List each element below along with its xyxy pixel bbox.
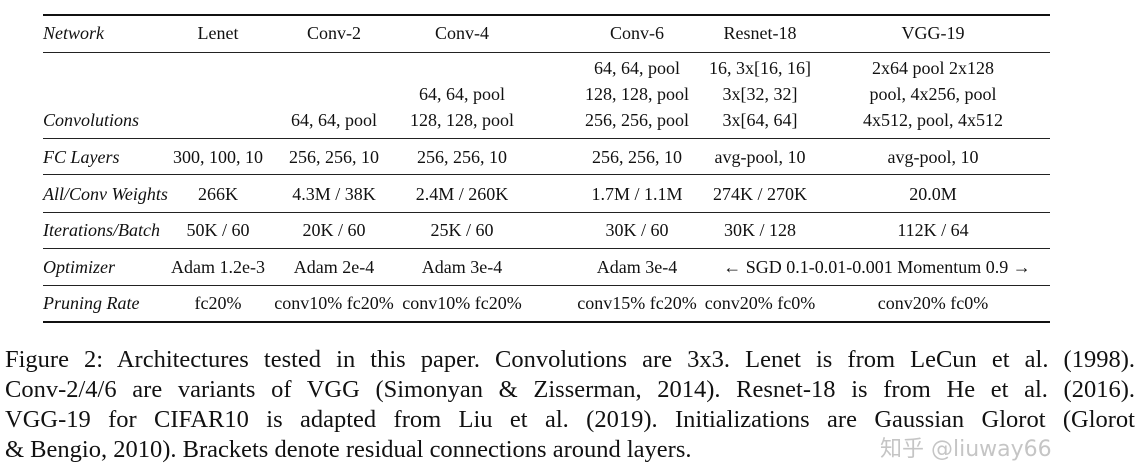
table-cell: conv20% fc0% — [877, 293, 989, 313]
row-label: Pruning Rate — [43, 293, 140, 313]
table-cell: 3x[32, 32] — [722, 84, 798, 104]
table-cell: 128, 128, pool — [409, 110, 515, 130]
table-cell: 4.3M / 38K — [292, 184, 376, 204]
table-cell: 3x[64, 64] — [722, 110, 798, 130]
table-cell: 64, 64, pool — [593, 58, 681, 78]
table-cell: 25K / 60 — [430, 220, 494, 240]
table-cell: 50K / 60 — [186, 220, 250, 240]
table-cell: 20K / 60 — [302, 220, 366, 240]
table-cell: 2x64 pool 2x128 — [871, 58, 995, 78]
table-rule — [43, 285, 1050, 286]
table-cell: 274K / 270K — [713, 184, 807, 204]
table-cell: 16, 3x[16, 16] — [709, 58, 811, 78]
table-cell: 30K / 60 — [605, 220, 669, 240]
caption-line: VGG-19 for CIFAR10 is adapted from Liu e… — [5, 406, 1135, 433]
row-label: Iterations/Batch — [43, 220, 160, 240]
column-header: Conv-4 — [435, 23, 489, 43]
row-label: Convolutions — [43, 110, 140, 130]
table-cell: 112K / 64 — [897, 220, 969, 240]
table-cell: Adam 1.2e-3 — [171, 257, 265, 277]
column-header: Resnet-18 — [723, 23, 797, 43]
table-rule — [43, 52, 1050, 53]
column-header: Conv-6 — [610, 23, 664, 43]
table-cell: 30K / 128 — [724, 220, 796, 240]
row-label: Optimizer — [43, 257, 115, 277]
table-cell: Adam 2e-4 — [293, 257, 375, 277]
table-rule — [43, 138, 1050, 139]
caption-line: Conv-2/4/6 are variants of VGG (Simonyan… — [5, 376, 1135, 403]
table-cell: 64, 64, pool — [418, 84, 506, 104]
table-cell: 256, 256, 10 — [289, 147, 379, 167]
table-cell: 266K — [198, 184, 238, 204]
table-cell: conv20% fc0% — [704, 293, 816, 313]
column-header: Lenet — [197, 23, 239, 43]
table-cell: Adam 3e-4 — [421, 257, 503, 277]
table-cell: 64, 64, pool — [290, 110, 378, 130]
table-cell: conv10% fc20% — [402, 293, 522, 313]
caption-line: & Bengio, 2010). Brackets denote residua… — [5, 436, 692, 463]
table-rule — [43, 14, 1050, 16]
table-cell: 1.7M / 1.1M — [591, 184, 683, 204]
table-cell: 256, 256, 10 — [417, 147, 507, 167]
table-cell: 128, 128, pool — [584, 84, 690, 104]
row-label: All/Conv Weights — [43, 184, 168, 204]
table-cell: 20.0M — [909, 184, 957, 204]
caption-line: Figure 2: Architectures tested in this p… — [5, 346, 1135, 373]
table-cell: 256, 256, 10 — [592, 147, 682, 167]
table-cell: conv15% fc20% — [577, 293, 697, 313]
table-cell: 256, 256, pool — [584, 110, 690, 130]
table-cell: Adam 3e-4 — [596, 257, 678, 277]
table-cell-spanning: ← SGD 0.1-0.01-0.001 Momentum 0.9 → — [723, 257, 1031, 277]
watermark: 知乎 @liuway66 — [880, 437, 1052, 462]
table-cell: avg-pool, 10 — [714, 147, 806, 167]
table-cell: 2.4M / 260K — [415, 184, 509, 204]
table-cell: fc20% — [194, 293, 242, 313]
table-cell: pool, 4x256, pool — [869, 84, 997, 104]
table-rule — [43, 212, 1050, 213]
header-label: Network — [43, 23, 104, 43]
table-cell: conv10% fc20% — [274, 293, 394, 313]
table-rule — [43, 248, 1050, 249]
table-cell: 4x512, pool, 4x512 — [862, 110, 1004, 130]
table-rule — [43, 174, 1050, 175]
table-cell: avg-pool, 10 — [887, 147, 979, 167]
table-cell: 300, 100, 10 — [173, 147, 263, 167]
row-label: FC Layers — [43, 147, 120, 167]
table-rule — [43, 321, 1050, 323]
column-header: Conv-2 — [307, 23, 361, 43]
column-header: VGG-19 — [901, 23, 965, 43]
